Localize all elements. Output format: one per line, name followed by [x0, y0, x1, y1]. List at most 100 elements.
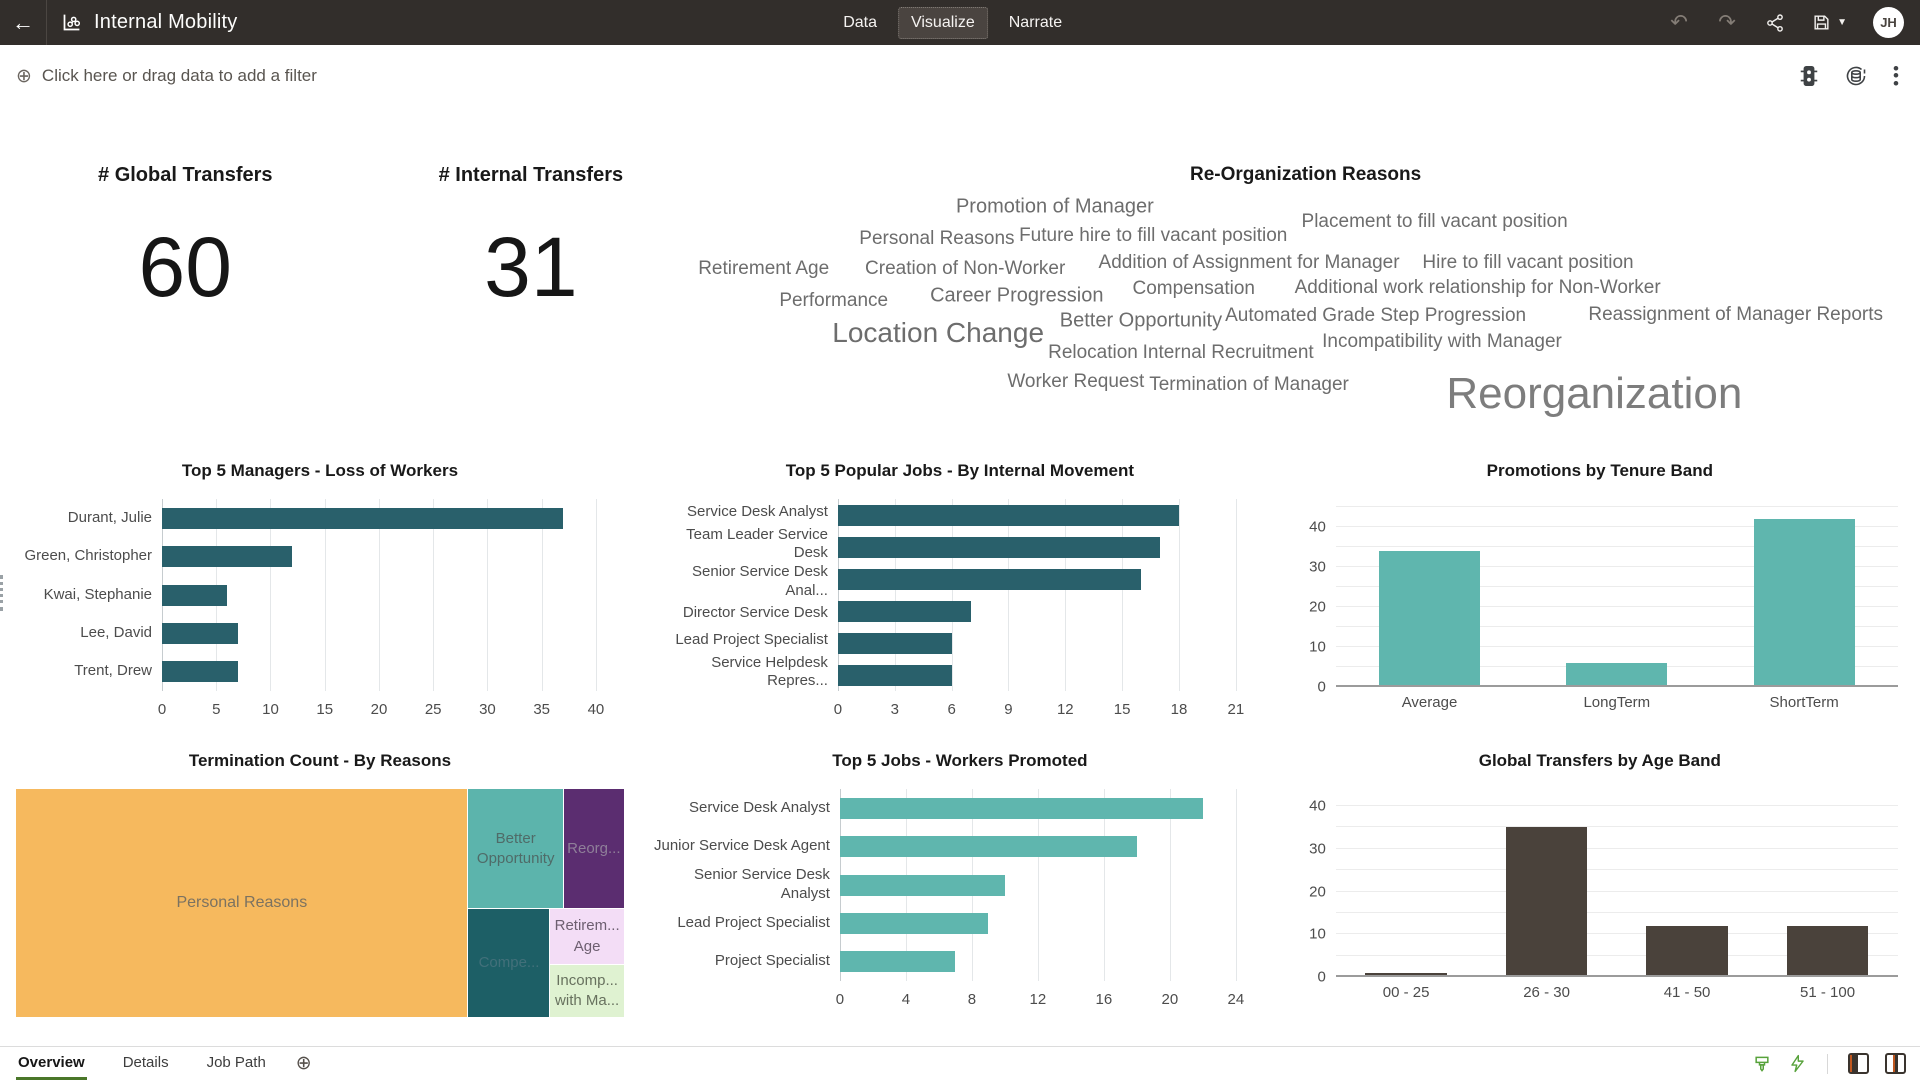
treemap-tile[interactable]: Incomp... with Ma... [549, 963, 625, 1018]
limit-values-icon[interactable] [1798, 64, 1820, 88]
chart-title: Global Transfers by Age Band [1478, 751, 1721, 770]
axis-tick-label: 0 [157, 701, 167, 718]
bar-slot [1336, 499, 1523, 687]
treemap-tile[interactable]: Better Opportunity [466, 788, 565, 910]
wordcloud-word[interactable]: Relocation [1048, 341, 1138, 363]
treemap-tile-label: Better Opportunity [476, 829, 555, 867]
floppy-disk-icon [1814, 15, 1829, 30]
kpi-internal-transfers[interactable]: # Internal Transfers 31 [371, 130, 692, 430]
bar[interactable] [1646, 925, 1728, 977]
wordcloud-word[interactable]: Reorganization [1446, 369, 1743, 418]
wordcloud-word[interactable]: Creation of Non-Worker [865, 257, 1066, 279]
wordcloud-word[interactable]: Reassignment of Manager Reports [1588, 304, 1883, 326]
bar[interactable] [1753, 519, 1855, 687]
bar[interactable] [839, 912, 989, 934]
avatar[interactable]: JH [1873, 7, 1904, 38]
wordcloud-word[interactable]: Internal Recruitment [1142, 341, 1314, 363]
tab-visualize[interactable]: Visualize [897, 6, 988, 39]
brush-icon[interactable] [1752, 1054, 1772, 1074]
redo-icon[interactable]: ↷ [1718, 11, 1736, 34]
bar[interactable] [1566, 663, 1668, 687]
tab-job-path[interactable]: Job Path [206, 1053, 266, 1071]
layout-split-panel-button[interactable] [1885, 1053, 1906, 1074]
wordcloud-word[interactable]: Addition of Assignment for Manager [1098, 251, 1400, 273]
add-filter-button[interactable]: ⊕ Click here or drag data to add a filte… [16, 66, 317, 86]
gridline [1335, 546, 1898, 547]
wordcloud-word[interactable]: Performance [779, 290, 889, 311]
wordcloud-word[interactable]: Retirement Age [698, 257, 830, 279]
bar[interactable] [839, 874, 1005, 896]
wordcloud-word[interactable]: Worker Request [1007, 371, 1145, 392]
bar[interactable] [837, 536, 1161, 558]
bar[interactable] [839, 951, 956, 973]
tab-overview[interactable]: Overview [16, 1047, 87, 1080]
bar[interactable] [162, 622, 238, 644]
wordcloud-word[interactable]: Incompatibility with Manager [1322, 331, 1562, 353]
bar[interactable] [837, 504, 1179, 526]
undo-icon[interactable]: ↶ [1670, 11, 1688, 34]
wordcloud-word[interactable]: Future hire to fill vacant position [1019, 224, 1288, 246]
gridline [1335, 847, 1898, 849]
save-button[interactable]: ▼ [1812, 13, 1847, 32]
treemap-tile[interactable]: Reorg... [562, 788, 625, 910]
bar[interactable] [1786, 925, 1869, 977]
wordcloud-word[interactable]: Personal Reasons [859, 227, 1015, 249]
kpi-global-transfers[interactable]: # Global Transfers 60 [0, 130, 371, 430]
bar-row [839, 789, 1236, 827]
bar[interactable] [837, 664, 952, 686]
tab-data[interactable]: Data [843, 13, 877, 31]
layout-left-panel-button[interactable] [1848, 1053, 1869, 1074]
add-canvas-button[interactable]: ⊕ [296, 1052, 312, 1075]
bar[interactable] [1378, 551, 1481, 687]
tab-narrate[interactable]: Narrate [1008, 13, 1063, 31]
wordcloud-word[interactable]: Career Progression [930, 284, 1104, 307]
tab-details[interactable]: Details [122, 1053, 169, 1071]
bar[interactable] [162, 584, 228, 606]
bar[interactable] [839, 797, 1203, 819]
bar-row [837, 659, 1236, 691]
bar[interactable] [837, 600, 971, 622]
wordcloud-word[interactable]: Promotion of Manager [955, 195, 1154, 218]
treemap-tile[interactable]: Personal Reasons [15, 788, 469, 1018]
category-label: Average [1401, 693, 1458, 711]
lightning-bolt-icon[interactable] [1788, 1054, 1807, 1073]
axis-tick-label: 20 [1309, 883, 1326, 901]
bar-row [839, 904, 1236, 942]
axis-tick-label: 30 [479, 701, 496, 718]
wordcloud-word[interactable]: Location Change [832, 317, 1045, 349]
axis-tick-label: 10 [262, 701, 279, 718]
wordcloud-word[interactable]: Termination of Manager [1149, 374, 1349, 395]
wordcloud-word[interactable]: Placement to fill vacant position [1301, 211, 1568, 233]
wordcloud-word[interactable]: Automated Grade Step Progression [1225, 305, 1527, 326]
treemap-tile[interactable]: Compe... [466, 907, 552, 1018]
treemap-tile[interactable]: Retirem... Age [549, 907, 625, 966]
axis-tick-label: 24 [1227, 991, 1245, 1008]
chart-title: Termination Count - By Reasons [188, 751, 452, 770]
axis-tick-label: 40 [1309, 797, 1326, 815]
plot-area [837, 499, 1237, 691]
bar[interactable] [837, 632, 952, 654]
gridline [1335, 506, 1898, 507]
wordcloud-word[interactable]: Better Opportunity [1059, 309, 1223, 332]
gridline [894, 499, 896, 691]
bar[interactable] [162, 546, 293, 568]
bar[interactable] [162, 507, 564, 529]
bar-row [837, 627, 1236, 659]
bar[interactable] [1505, 827, 1588, 977]
canvas-drag-handle[interactable] [0, 575, 3, 611]
kebab-menu-icon[interactable]: • • • [1893, 58, 1899, 93]
bar[interactable] [839, 836, 1137, 858]
wordcloud-word[interactable]: Compensation [1132, 278, 1256, 299]
kpi-value: 60 [138, 220, 232, 314]
refresh-data-icon[interactable] [1844, 64, 1868, 88]
gridline [270, 499, 272, 691]
back-button[interactable]: ← [0, 0, 46, 45]
bar[interactable] [162, 661, 238, 683]
x-axis: Average LongTerm ShortTerm [1336, 687, 1898, 717]
bar[interactable] [1365, 972, 1447, 977]
share-icon[interactable] [1764, 12, 1786, 34]
wordcloud-word[interactable]: Hire to fill vacant position [1422, 251, 1634, 273]
bar[interactable] [837, 568, 1142, 590]
category-label: Kwai, Stephanie [43, 585, 152, 603]
wordcloud-word[interactable]: Additional work relationship for Non-Wor… [1294, 277, 1661, 299]
